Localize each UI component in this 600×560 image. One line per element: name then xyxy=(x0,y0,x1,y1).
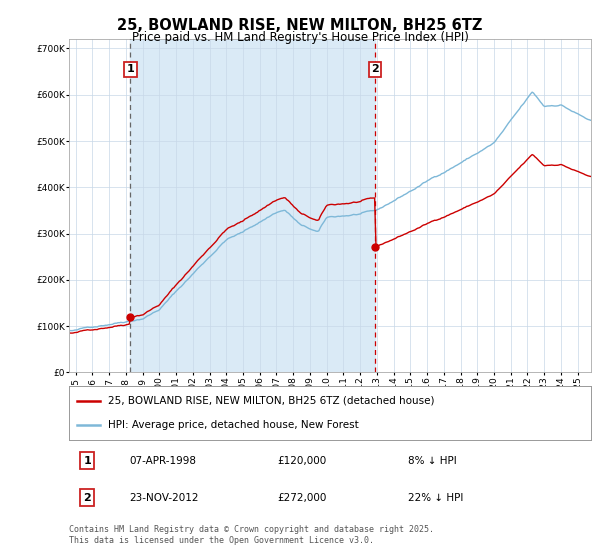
Text: 07-APR-1998: 07-APR-1998 xyxy=(129,455,196,465)
Text: Contains HM Land Registry data © Crown copyright and database right 2025.
This d: Contains HM Land Registry data © Crown c… xyxy=(69,525,434,545)
Text: 25, BOWLAND RISE, NEW MILTON, BH25 6TZ: 25, BOWLAND RISE, NEW MILTON, BH25 6TZ xyxy=(118,18,482,33)
Text: Price paid vs. HM Land Registry's House Price Index (HPI): Price paid vs. HM Land Registry's House … xyxy=(131,31,469,44)
Text: 2: 2 xyxy=(371,64,379,74)
Text: £120,000: £120,000 xyxy=(278,455,327,465)
Text: 2: 2 xyxy=(83,493,91,502)
Text: 25, BOWLAND RISE, NEW MILTON, BH25 6TZ (detached house): 25, BOWLAND RISE, NEW MILTON, BH25 6TZ (… xyxy=(108,396,434,406)
Text: HPI: Average price, detached house, New Forest: HPI: Average price, detached house, New … xyxy=(108,420,359,430)
Text: 1: 1 xyxy=(83,455,91,465)
Bar xyxy=(130,39,375,372)
Text: 1: 1 xyxy=(127,64,134,74)
Text: 23-NOV-2012: 23-NOV-2012 xyxy=(129,493,199,502)
Text: £272,000: £272,000 xyxy=(278,493,327,502)
Text: 22% ↓ HPI: 22% ↓ HPI xyxy=(409,493,464,502)
Text: 8% ↓ HPI: 8% ↓ HPI xyxy=(409,455,457,465)
